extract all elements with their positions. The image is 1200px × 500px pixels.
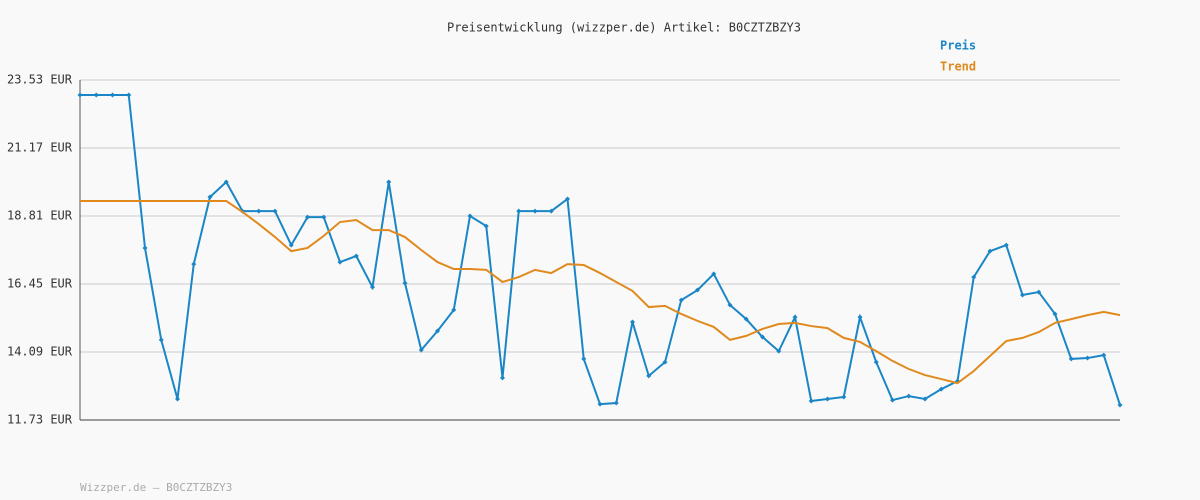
point — [305, 214, 310, 220]
point — [987, 248, 993, 254]
point — [808, 398, 814, 404]
point — [581, 356, 587, 362]
point — [532, 208, 538, 214]
point — [370, 284, 375, 290]
point — [1020, 292, 1025, 298]
point — [906, 393, 912, 399]
point — [678, 297, 684, 303]
point — [1117, 402, 1123, 408]
point — [223, 179, 229, 185]
y-tick-label: 16.45 EUR — [7, 277, 73, 291]
legend-label: Trend — [940, 60, 976, 74]
point — [386, 179, 392, 185]
point — [402, 280, 408, 286]
point — [483, 223, 489, 229]
point — [191, 261, 197, 267]
point — [418, 347, 424, 353]
point — [1101, 352, 1107, 358]
point — [873, 359, 879, 365]
point — [321, 214, 327, 220]
point — [435, 328, 440, 334]
point — [743, 316, 749, 322]
point — [760, 334, 765, 340]
point — [857, 314, 863, 320]
point — [158, 337, 164, 343]
point — [207, 194, 213, 200]
point — [451, 307, 457, 313]
y-tick-label: 21.17 EUR — [7, 141, 73, 155]
y-tick-label: 11.73 EUR — [7, 413, 73, 427]
point — [175, 396, 180, 402]
point — [1052, 311, 1058, 317]
point — [841, 394, 847, 400]
point — [500, 375, 505, 381]
point — [142, 245, 148, 251]
point — [565, 196, 570, 202]
point — [353, 253, 359, 259]
point — [1085, 355, 1090, 361]
point — [1003, 242, 1009, 248]
point — [272, 208, 278, 214]
point — [597, 401, 603, 407]
point — [93, 92, 99, 98]
y-tick-label: 18.81 EUR — [7, 209, 73, 223]
legend-label: Preis — [940, 39, 976, 53]
point — [727, 302, 733, 308]
point — [110, 92, 115, 98]
point — [467, 213, 473, 219]
point — [337, 259, 343, 265]
point — [548, 208, 554, 214]
point — [613, 400, 619, 406]
point — [646, 373, 652, 379]
y-tick-label: 23.53 EUR — [7, 73, 73, 87]
point — [825, 396, 830, 402]
point — [922, 396, 928, 402]
point — [256, 208, 262, 214]
point — [630, 319, 635, 325]
point — [1036, 289, 1042, 295]
point — [938, 386, 944, 392]
chart-title: Preisentwicklung (wizzper.de) Artikel: B… — [447, 21, 801, 35]
line-trend — [80, 200, 1121, 385]
point — [1068, 356, 1074, 362]
point — [126, 92, 132, 98]
point — [77, 92, 83, 98]
point — [662, 359, 668, 365]
point — [890, 397, 895, 403]
point — [516, 208, 522, 214]
point — [288, 242, 294, 248]
y-tick-label: 14.09 EUR — [7, 345, 73, 359]
point — [711, 271, 717, 277]
point — [971, 274, 977, 280]
footer: Wizzper.de – B0CZTZBZY3 — [80, 481, 232, 494]
point — [792, 314, 798, 320]
point — [776, 348, 782, 354]
point — [695, 287, 700, 293]
